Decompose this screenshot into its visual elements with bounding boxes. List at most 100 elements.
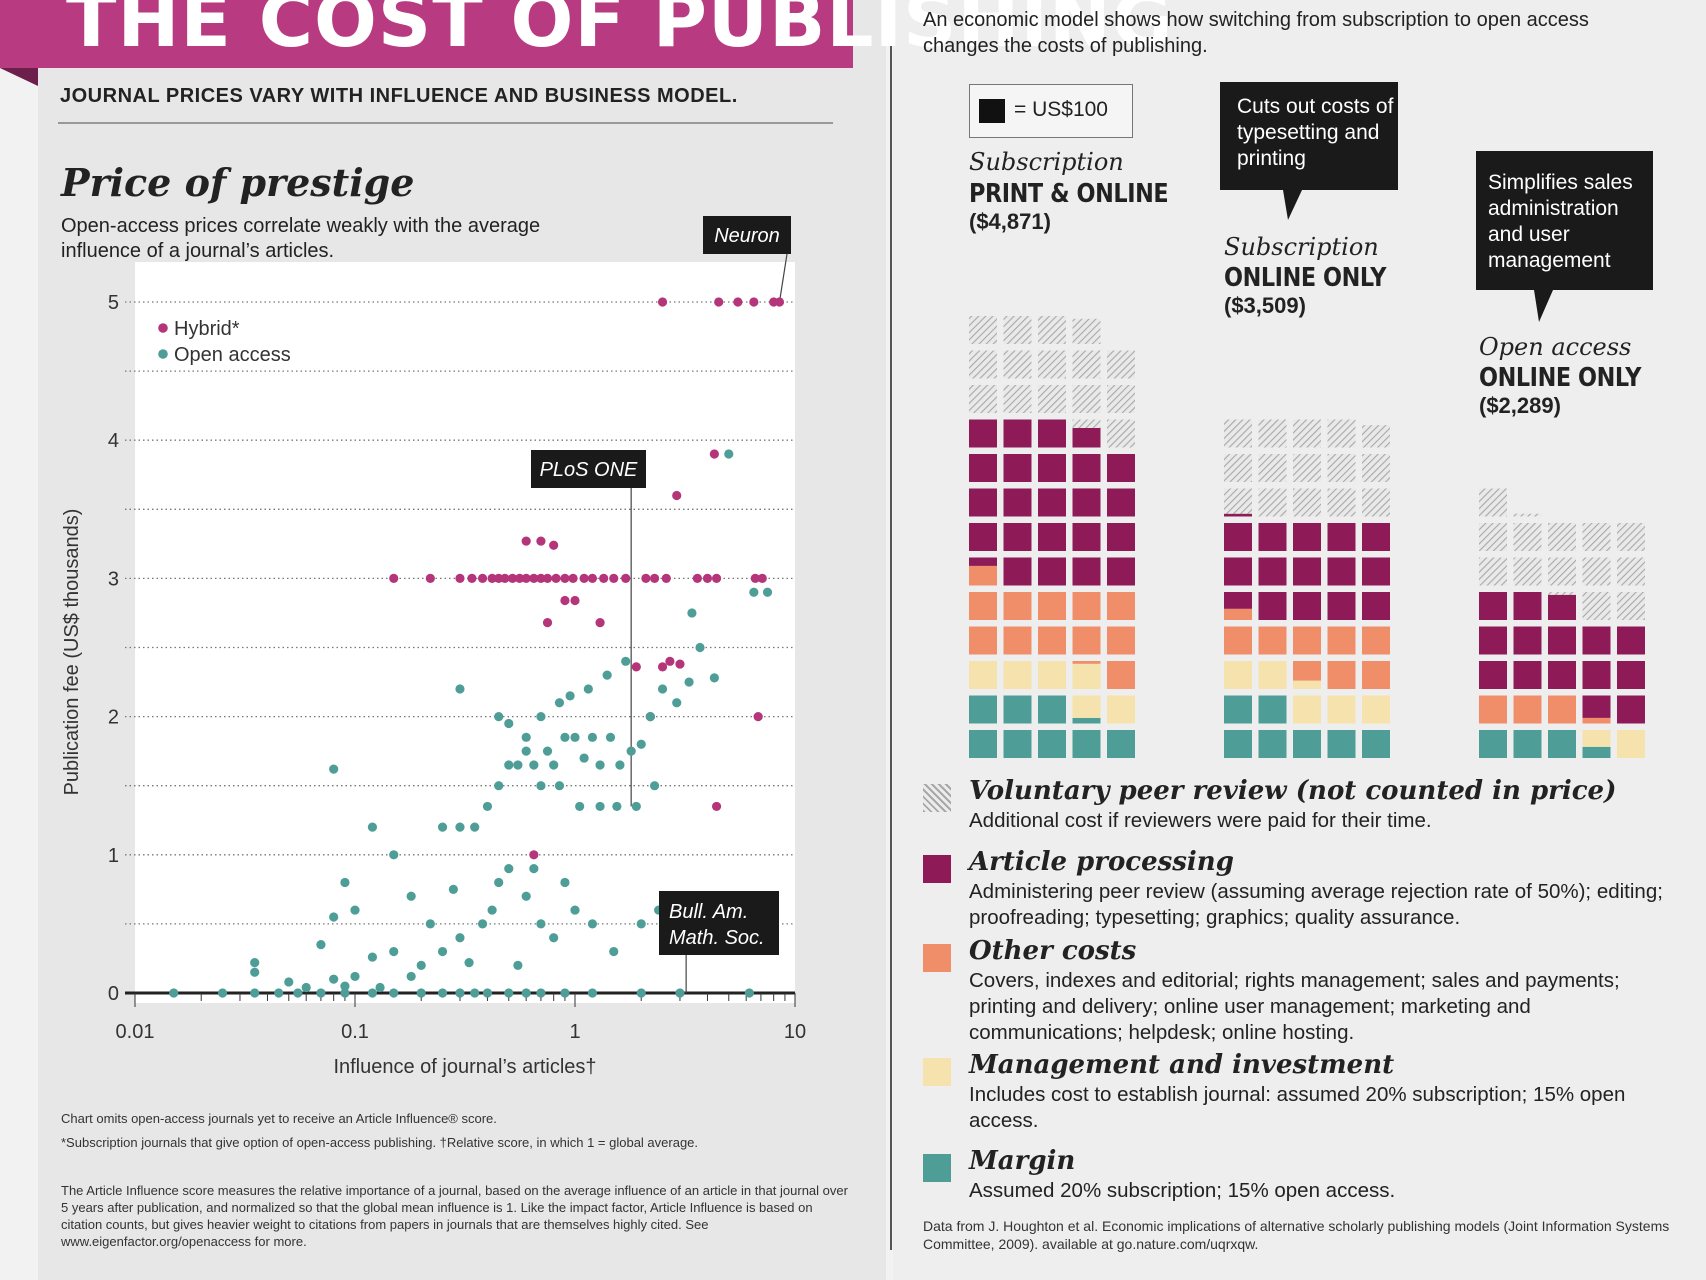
waffle-cell	[1293, 489, 1321, 517]
waffle-cell	[1038, 420, 1066, 448]
waffle-cell	[1617, 696, 1645, 724]
waffle-cell	[1073, 661, 1101, 664]
waffle-cell	[1293, 420, 1321, 448]
waffle-cell	[1583, 627, 1611, 655]
waffle-cell	[969, 558, 997, 566]
waffle-cell	[1328, 696, 1356, 724]
waffle-cell	[1583, 558, 1611, 586]
waffle-cell	[1548, 627, 1576, 655]
waffle-cell	[1479, 696, 1507, 724]
waffle-cell	[1548, 595, 1576, 620]
waffle-cell	[1004, 730, 1032, 758]
waffle-cell	[969, 454, 997, 482]
waffle-cell	[1004, 316, 1032, 344]
waffle-cell	[1107, 696, 1135, 724]
waffle-cell	[1362, 696, 1390, 724]
waffle-cell	[1073, 696, 1101, 718]
waffle-cell	[1073, 627, 1101, 655]
waffle-cell	[1038, 454, 1066, 482]
waffle-cell	[969, 489, 997, 517]
waffle-cell	[1328, 454, 1356, 482]
waffle-cell	[1293, 730, 1321, 758]
waffle-cell	[1548, 696, 1576, 724]
waffle-cell	[1224, 489, 1252, 514]
waffle-cell	[1293, 454, 1321, 482]
waffle-cell	[1107, 558, 1135, 586]
waffle-cell	[1514, 696, 1542, 724]
waffle-cell	[1548, 523, 1576, 551]
waffle-cell	[1038, 696, 1066, 724]
waffle-cell	[1293, 592, 1321, 620]
waffle-cell	[1038, 730, 1066, 758]
waffle-cell	[1004, 558, 1032, 586]
waffle-cell	[1259, 420, 1287, 448]
waffle-cell	[1038, 523, 1066, 551]
waffle-cell	[1038, 351, 1066, 379]
waffle-cell	[1583, 696, 1611, 718]
waffle-cell	[1328, 558, 1356, 586]
waffle-cell	[1004, 351, 1032, 379]
legend-swatch-peer	[923, 784, 951, 812]
waffle-cell	[1617, 523, 1645, 551]
waffle-cell	[1293, 523, 1321, 551]
waffle-cell	[1514, 627, 1542, 655]
waffle-cell	[969, 420, 997, 448]
waffle-cell	[1224, 420, 1252, 448]
waffle-cell	[1004, 627, 1032, 655]
waffle-cell	[1362, 592, 1390, 620]
waffle-cell	[1328, 592, 1356, 620]
waffle-cell	[1038, 385, 1066, 413]
waffle-cell	[969, 351, 997, 379]
waffle-cell	[1293, 681, 1321, 689]
waffle-cell	[1073, 592, 1101, 620]
waffle-cell	[969, 523, 997, 551]
waffle-cell	[1107, 385, 1135, 413]
waffle-cell	[969, 696, 997, 724]
waffle-cell	[1004, 420, 1032, 448]
legend-title-mgmt: Management and investment	[969, 1050, 1394, 1080]
waffle-cell	[1583, 661, 1611, 689]
waffle-cell	[1224, 661, 1252, 689]
waffle-cell	[1259, 592, 1287, 620]
waffle-cell	[1107, 661, 1135, 689]
waffle-cell	[1073, 454, 1101, 482]
waffle-cell	[1259, 454, 1287, 482]
waffle-cell	[1004, 454, 1032, 482]
waffle-cell	[1004, 489, 1032, 517]
waffle-cell	[1328, 627, 1356, 655]
waffle-cell	[1617, 592, 1645, 620]
waffle-cell	[1362, 489, 1390, 517]
waffle-cell	[1362, 425, 1390, 447]
waffle-cell	[1617, 558, 1645, 586]
waffle-cell	[1004, 661, 1032, 689]
waffle-cell	[1362, 661, 1390, 689]
waffle-cell	[1514, 592, 1542, 620]
waffle-cell	[1259, 558, 1287, 586]
waffle-cell	[1362, 523, 1390, 551]
waffle-cell	[1514, 558, 1542, 586]
waffle-cell	[969, 592, 997, 620]
waffle-cell	[1224, 592, 1252, 609]
waffle-cell	[969, 661, 997, 689]
waffle-cell	[1514, 523, 1542, 551]
waffle-cell	[1328, 661, 1356, 689]
waffle-cell	[1583, 730, 1611, 747]
waffle-cell	[1617, 627, 1645, 655]
waffle-cell	[969, 566, 997, 586]
waffle-cell	[1479, 661, 1507, 689]
waffle-cell	[1224, 627, 1252, 655]
waffle-cell	[1583, 718, 1611, 724]
waffle-cell	[1004, 385, 1032, 413]
waffle-cell	[1293, 627, 1321, 655]
legend-desc-mgmt: Includes cost to establish journal: assu…	[969, 1082, 1689, 1134]
waffle-cell	[1362, 627, 1390, 655]
waffle-cell	[1479, 627, 1507, 655]
waffle-cell	[1073, 420, 1101, 428]
waffle-cell	[969, 385, 997, 413]
waffle-cell	[1107, 523, 1135, 551]
waffle-cell	[969, 316, 997, 344]
waffle-cell	[969, 627, 997, 655]
waffle-cell	[1548, 661, 1576, 689]
legend-title-peer: Voluntary peer review (not counted in pr…	[969, 776, 1616, 806]
waffle-cell	[1583, 523, 1611, 551]
